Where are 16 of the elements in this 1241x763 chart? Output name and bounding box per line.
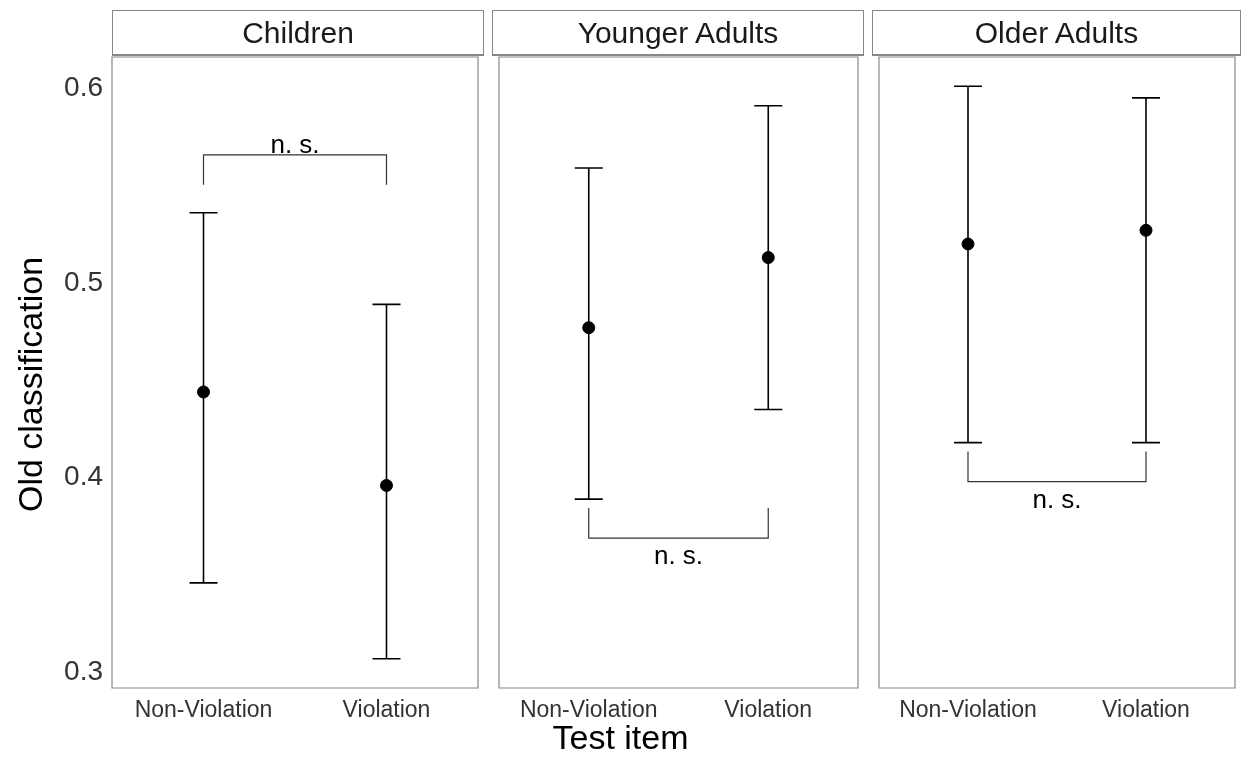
y-axis-title: Old classification [10, 255, 50, 515]
y-tick-label: 0.4 [64, 460, 103, 492]
y-tick-label: 0.3 [64, 655, 103, 687]
annotation: n. s. [1032, 483, 1082, 514]
x-tick-label: Violation [1102, 696, 1190, 723]
chart-title: Younger Adults [492, 10, 864, 56]
x-tick-label: Non-Violation [899, 696, 1037, 723]
y-tick-label: 0.6 [64, 70, 103, 102]
x-tick-label: Violation [342, 696, 431, 723]
y-tick-label: 0.5 [64, 265, 103, 297]
x-tick-label: Non-Violation [134, 696, 273, 723]
x-tick-label: Violation [724, 696, 813, 723]
annotation: n. s. [270, 128, 320, 159]
annotation: n. s. [653, 540, 704, 571]
chart-title: Older Adults [872, 10, 1241, 56]
chart-title: Children [112, 10, 484, 56]
